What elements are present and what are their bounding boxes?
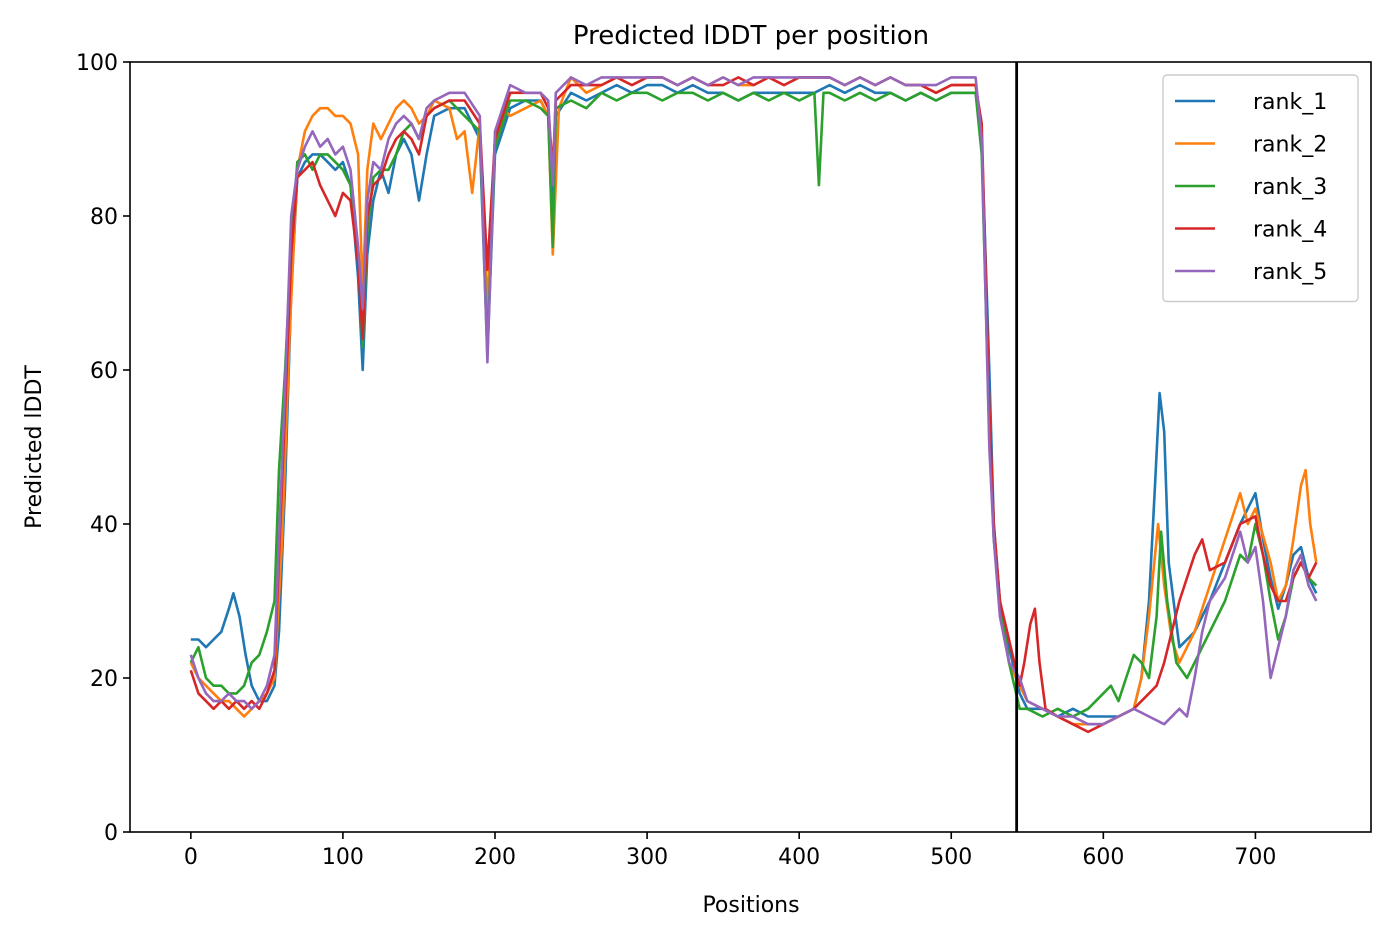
series-line-rank-5 <box>189 76 1318 726</box>
x-tick-label: 700 <box>1234 845 1276 870</box>
legend-label: rank_3 <box>1253 175 1327 200</box>
y-axis: 0 20 40 60 80 100 <box>76 51 130 846</box>
x-axis: 0 100 200 300 400 500 600 700 <box>184 832 1276 870</box>
y-tick-label: 80 <box>90 205 118 230</box>
x-tick-label: 0 <box>184 845 198 870</box>
x-tick-label: 400 <box>778 845 820 870</box>
y-tick-label: 60 <box>90 359 118 384</box>
x-tick-label: 300 <box>626 845 668 870</box>
y-tick-label: 20 <box>90 667 118 692</box>
legend-label: rank_2 <box>1253 133 1327 158</box>
plot-frame <box>129 61 1372 833</box>
x-tick-label: 100 <box>322 845 364 870</box>
series-line-rank-4 <box>189 76 1318 734</box>
series-line-rank-3 <box>189 91 1318 718</box>
x-tick-label: 200 <box>474 845 516 870</box>
chart-title: Predicted lDDT per position <box>573 21 929 51</box>
y-axis-title: Predicted lDDT <box>22 365 47 529</box>
legend-label: rank_1 <box>1253 90 1327 115</box>
legend-label: rank_5 <box>1253 260 1327 285</box>
x-tick-label: 600 <box>1082 845 1124 870</box>
legend: rank_1 rank_2 rank_3 rank_4 rank_5 <box>1162 74 1359 303</box>
legend-box <box>1162 74 1359 303</box>
x-tick-label: 500 <box>930 845 972 870</box>
x-axis-title: Positions <box>702 893 799 918</box>
series-lines <box>189 76 1318 734</box>
legend-label: rank_4 <box>1253 218 1327 243</box>
y-tick-label: 40 <box>90 513 118 538</box>
y-tick-label: 0 <box>104 821 118 846</box>
y-tick-label: 100 <box>76 51 118 76</box>
